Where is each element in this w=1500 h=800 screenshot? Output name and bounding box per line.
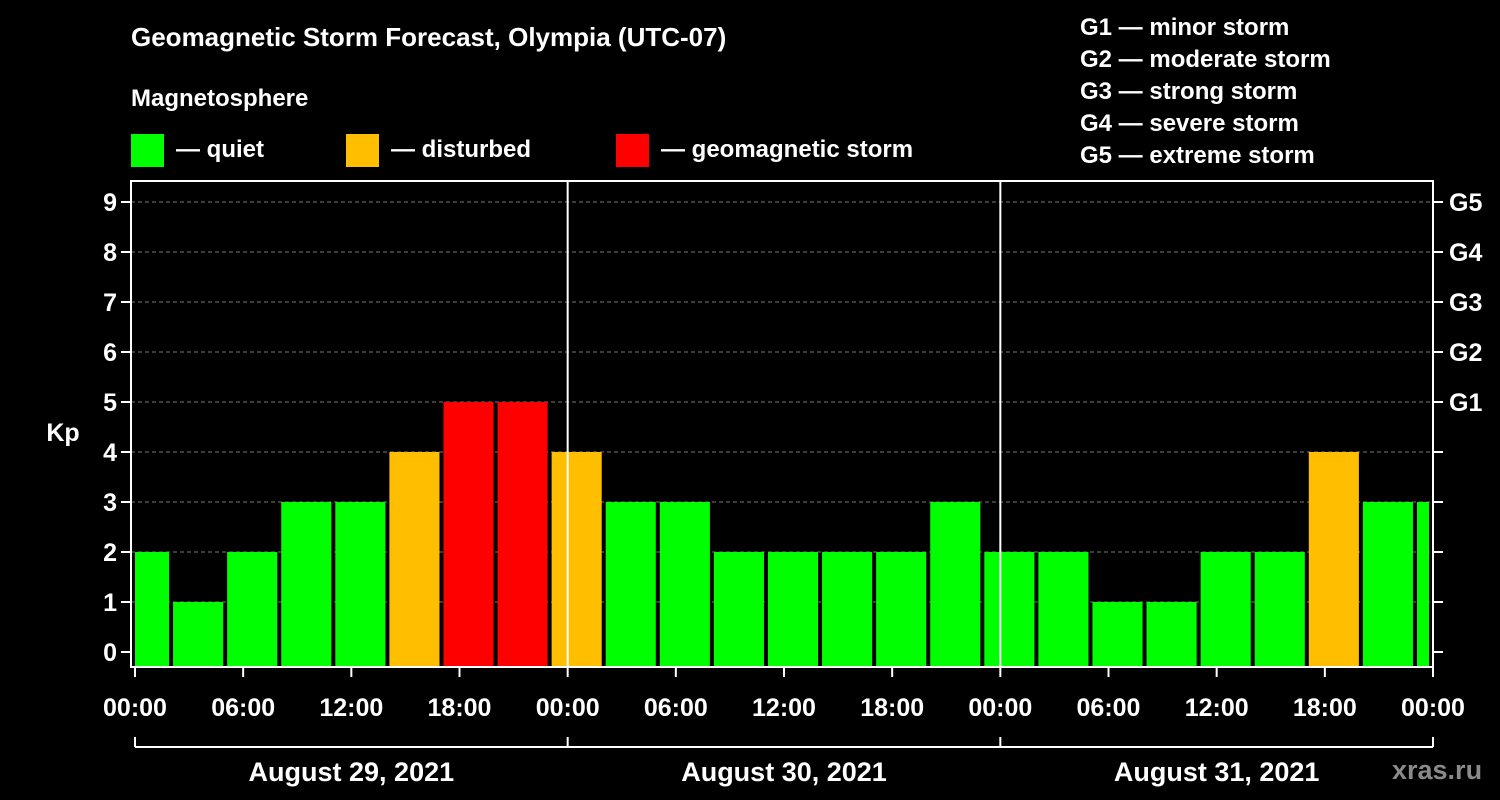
legend-label-storm: — geomagnetic storm [661, 136, 914, 163]
bar-15 [930, 502, 981, 667]
bar-11 [713, 552, 764, 667]
storm-scale-g5: G5 — extreme storm [1080, 142, 1315, 169]
x-tick-label-6: 12:00 [752, 694, 816, 722]
bar-1 [173, 602, 224, 667]
y-tick-label-0: 0 [103, 639, 117, 667]
y-tick-label-7: 7 [103, 289, 117, 317]
y-tick-label-3: 3 [103, 489, 117, 517]
right-tick-label-g4: G4 [1449, 239, 1482, 267]
y-tick-label-5: 5 [103, 389, 117, 417]
right-tick-label-g3: G3 [1449, 289, 1482, 317]
x-tick-label-0: 00:00 [103, 694, 167, 722]
x-tick-label-4: 00:00 [536, 694, 600, 722]
bar-16 [984, 552, 1035, 667]
y-tick-label-2: 2 [103, 539, 117, 567]
bar-14 [876, 552, 927, 667]
storm-scale-g2: G2 — moderate storm [1080, 46, 1331, 73]
y-axis-label: Kp [46, 419, 79, 447]
legend-item-storm: — geomagnetic storm [616, 133, 913, 167]
legend-label-disturbed: — disturbed [391, 136, 532, 163]
x-tick-label-7: 18:00 [860, 694, 924, 722]
bar-24 [1416, 502, 1429, 667]
bar-10 [659, 502, 710, 667]
legend-title: Magnetosphere [131, 85, 309, 112]
bar-20 [1200, 552, 1251, 667]
right-tick-label-g5: G5 [1449, 189, 1482, 217]
bar-9 [605, 502, 656, 667]
y-tick-label-9: 9 [103, 189, 117, 217]
day-label-1: August 30, 2021 [681, 757, 887, 787]
legend-swatch-disturbed [346, 133, 379, 167]
legend-swatch-quiet [131, 133, 164, 167]
bar-4 [335, 502, 386, 667]
x-tick-label-11: 18:00 [1293, 694, 1357, 722]
bar-2 [227, 552, 278, 667]
day-label-0: August 29, 2021 [249, 757, 455, 787]
x-tick-label-3: 18:00 [428, 694, 492, 722]
bar-3 [281, 502, 332, 667]
chart-title: Geomagnetic Storm Forecast, Olympia (UTC… [131, 22, 727, 52]
x-tick-label-1: 06:00 [211, 694, 275, 722]
bar-5 [389, 452, 440, 667]
x-tick-label-5: 06:00 [644, 694, 708, 722]
x-tick-label-8: 00:00 [968, 694, 1032, 722]
storm-scale-list: G1 — minor storm G2 — moderate storm G3 … [1080, 12, 1331, 172]
bar-8 [551, 452, 602, 667]
bar-18 [1092, 602, 1143, 667]
storm-scale-g4: G4 — severe storm [1080, 110, 1299, 137]
bar-6 [443, 402, 494, 667]
bar-21 [1254, 552, 1305, 667]
x-tick-label-9: 06:00 [1077, 694, 1141, 722]
day-label-2: August 31, 2021 [1114, 757, 1320, 787]
bar-12 [767, 552, 819, 667]
x-tick-label-2: 12:00 [319, 694, 383, 722]
y-tick-label-4: 4 [103, 439, 117, 467]
bar-17 [1038, 552, 1089, 667]
bar-7 [497, 402, 548, 667]
plot-frame [130, 180, 1434, 668]
bar-22 [1308, 452, 1359, 667]
y-tick-label-8: 8 [103, 239, 117, 267]
y-tick-label-1: 1 [103, 589, 117, 617]
x-tick-label-10: 12:00 [1185, 694, 1249, 722]
watermark: xras.ru [1392, 755, 1483, 785]
right-tick-label-g1: G1 [1449, 389, 1482, 417]
storm-scale-g1: G1 — minor storm [1080, 14, 1290, 41]
legend-item-disturbed: — disturbed [346, 133, 531, 167]
bar-13 [822, 552, 873, 667]
legend-label-quiet: — quiet [176, 136, 264, 163]
legend-item-quiet: — quiet [131, 133, 264, 167]
bar-23 [1362, 502, 1413, 667]
x-tick-label-12: 00:00 [1401, 694, 1465, 722]
storm-scale-g3: G3 — strong storm [1080, 78, 1298, 105]
legend-swatch-storm [616, 133, 649, 167]
y-tick-label-6: 6 [103, 339, 117, 367]
bar-0 [135, 552, 170, 667]
bar-19 [1146, 602, 1197, 667]
right-tick-label-g2: G2 [1449, 339, 1482, 367]
